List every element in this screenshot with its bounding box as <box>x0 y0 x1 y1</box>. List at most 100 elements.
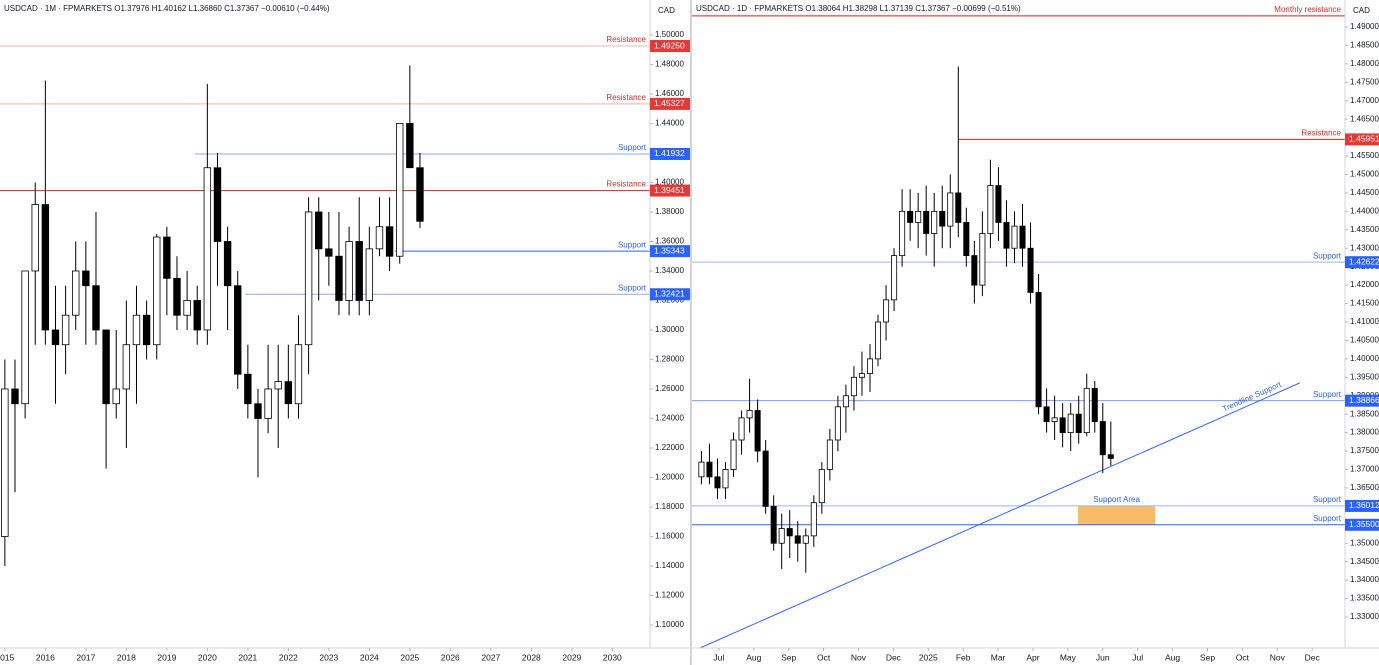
candle-body <box>244 373 252 405</box>
candle-body <box>41 204 50 331</box>
y-tick-label: 1.22000 <box>655 443 684 452</box>
candle-body <box>770 505 777 544</box>
x-tick-label: Aug <box>1165 652 1180 662</box>
x-tick-label: Nov <box>1270 652 1286 662</box>
level-label: Support <box>1313 390 1342 399</box>
y-tick-label: 1.34000 <box>1350 575 1379 584</box>
price-tag-label: 1.35343 <box>654 245 685 255</box>
candle-body <box>406 123 414 169</box>
candle-body <box>325 248 333 257</box>
price-tag <box>1345 518 1379 531</box>
trendline <box>699 382 1301 648</box>
y-tick-label: 1.42000 <box>1350 280 1379 289</box>
x-tick-label: Jun <box>1096 652 1110 662</box>
level-label: Resistance <box>606 35 646 44</box>
price-tag-label: 1.38866 <box>1349 395 1379 405</box>
price-tag-label: 1.32421 <box>654 289 685 299</box>
x-tick-label: 2025 <box>919 652 938 662</box>
candle-body <box>987 185 994 234</box>
x-tick-label: 2024 <box>360 652 379 662</box>
x-tick-label: 2027 <box>481 652 500 662</box>
y-tick-label: 1.41500 <box>1350 299 1379 308</box>
price-tag-label: 1.42622 <box>1349 256 1379 266</box>
y-tick-label: 1.36000 <box>655 237 684 246</box>
y-tick-label: 1.47500 <box>1350 77 1379 86</box>
candle-body <box>866 358 874 375</box>
y-tick-label: 1.18000 <box>655 502 684 511</box>
candle-body <box>355 241 363 301</box>
candle-body <box>416 167 424 222</box>
candle-body <box>834 406 841 441</box>
candle-body <box>963 222 970 257</box>
candle-body <box>223 241 232 287</box>
unit-label: CAD <box>1353 6 1370 15</box>
candle-body <box>858 373 865 378</box>
x-tick-label: Oct <box>1236 652 1250 662</box>
candle-body <box>730 439 737 470</box>
candle-body <box>1075 413 1082 434</box>
y-tick-label: 1.40500 <box>1350 336 1379 345</box>
x-tick-label: Mar <box>991 652 1006 662</box>
candle-body <box>794 535 801 544</box>
price-tag <box>1345 256 1379 269</box>
price-tag <box>650 40 690 53</box>
candle-body <box>754 410 761 452</box>
candle-body <box>183 300 191 316</box>
candle-body <box>826 439 833 470</box>
price-tag <box>650 288 690 301</box>
candle-body <box>850 376 857 397</box>
candle-body <box>213 167 222 242</box>
x-tick-label: Dec <box>886 652 902 662</box>
candle-body <box>778 528 785 544</box>
candle-body <box>907 210 914 223</box>
candle-body <box>92 285 100 331</box>
y-tick-label: 1.39500 <box>1350 372 1379 381</box>
price-tag <box>1345 499 1379 512</box>
price-tag <box>650 97 690 110</box>
chart-header: USDCAD · 1M · FPMARKETS O1.37976 H1.4016… <box>4 4 330 13</box>
candle-body <box>722 469 729 489</box>
candle-body <box>345 241 353 301</box>
candle-body <box>818 469 825 504</box>
candle-body <box>51 329 60 346</box>
candle-body <box>315 211 323 250</box>
price-tag-label: 1.49250 <box>654 40 685 50</box>
y-tick-label: 1.37000 <box>1350 465 1379 474</box>
y-tick-label: 1.16000 <box>655 532 684 541</box>
candle-body <box>1003 222 1010 249</box>
y-tick-label: 1.12000 <box>655 591 684 600</box>
price-tag-label: 1.35500 <box>1349 519 1379 529</box>
level-label: Support <box>1313 495 1342 504</box>
x-tick-label: 2028 <box>522 652 541 662</box>
candle-body <box>1059 417 1066 434</box>
y-tick-label: 1.28000 <box>655 355 684 364</box>
y-tick-label: 1.14000 <box>655 561 684 570</box>
price-tag-label: 1.41932 <box>654 148 685 158</box>
level-label: Monthly resistance <box>1274 5 1341 14</box>
candle-body <box>714 476 721 489</box>
candle-body <box>203 167 212 331</box>
candle-body <box>939 210 946 227</box>
candle-body <box>102 329 110 405</box>
candle-body <box>1091 387 1098 422</box>
unit-label: CAD <box>658 6 675 15</box>
y-tick-label: 1.35000 <box>1350 538 1379 547</box>
y-tick-label: 1.24000 <box>655 414 684 423</box>
y-tick-label: 1.48000 <box>1350 59 1379 68</box>
candle-body <box>254 403 262 419</box>
x-tick-label: 2017 <box>76 652 95 662</box>
y-tick-label: 1.45000 <box>1350 170 1379 179</box>
candle-body <box>810 502 817 537</box>
y-tick-label: 1.38500 <box>1350 409 1379 418</box>
y-tick-label: 1.44500 <box>1350 188 1379 197</box>
candle-body <box>706 461 713 478</box>
level-label: Support <box>618 283 647 292</box>
candle-body <box>173 277 181 316</box>
price-tag <box>650 245 690 258</box>
zone-label: Support Area <box>1093 495 1140 504</box>
candle-body <box>284 381 293 405</box>
y-tick-label: 1.33500 <box>1350 594 1379 603</box>
y-tick-label: 1.34000 <box>655 266 684 275</box>
candle-body <box>1027 247 1034 293</box>
x-tick-label: 2019 <box>157 652 176 662</box>
